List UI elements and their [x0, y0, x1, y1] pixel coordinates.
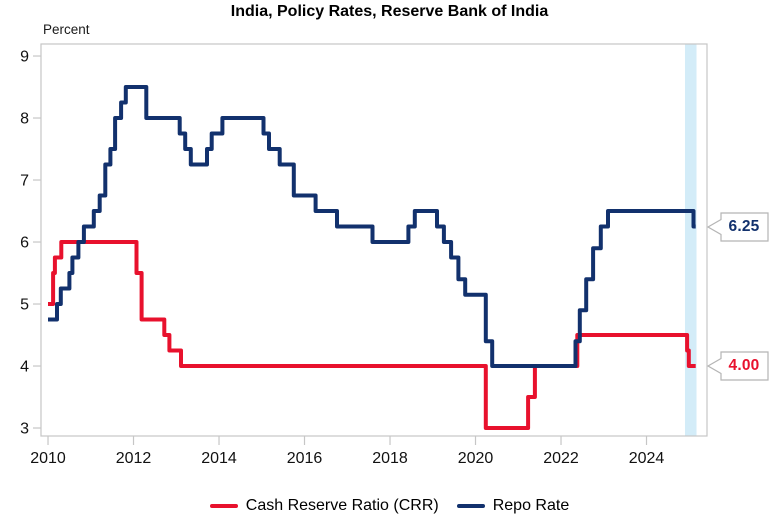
legend-item-crr: Cash Reserve Ratio (CRR) — [209, 497, 439, 515]
y-tick-label: 8 — [20, 111, 29, 128]
legend-label-repo: Repo Rate — [492, 497, 570, 514]
chart-legend: Cash Reserve Ratio (CRR) Repo Rate — [0, 492, 779, 520]
x-tick-label: 2024 — [629, 450, 665, 467]
x-tick-label: 2010 — [30, 450, 66, 467]
chart-title: India, Policy Rates, Reserve Bank of Ind… — [230, 3, 549, 20]
x-tick-label: 2020 — [458, 450, 494, 467]
callout-repo-rate: 6.25 — [706, 212, 769, 242]
callout-repo-value: 6.25 — [728, 218, 760, 235]
y-tick-label: 3 — [20, 421, 29, 438]
y-tick-label: 5 — [20, 297, 29, 314]
series-line-cash-reserve-ratio-crr — [48, 240, 696, 430]
callout-bubble-icon — [706, 212, 769, 242]
callout-crr-value: 4.00 — [728, 357, 760, 374]
legend-label-crr: Cash Reserve Ratio (CRR) — [245, 497, 439, 514]
x-tick-label: 2012 — [116, 450, 152, 467]
plot-frame — [40, 43, 708, 437]
callout-bubble-icon — [706, 351, 769, 381]
repo-line-swatch-icon — [456, 503, 485, 509]
y-axis-unit-label: Percent — [43, 22, 90, 37]
y-tick-label: 4 — [20, 359, 29, 376]
crr-line-swatch-icon — [209, 503, 238, 509]
x-tick-label: 2014 — [201, 450, 237, 467]
y-tick-label: 6 — [20, 235, 29, 252]
y-tick-label: 7 — [20, 173, 29, 190]
x-tick-label: 2022 — [543, 450, 579, 467]
series-line-repo-rate — [48, 85, 696, 368]
y-tick-label: 9 — [20, 49, 29, 66]
recent-period-band — [684, 44, 697, 436]
x-tick-label: 2018 — [372, 450, 408, 467]
legend-item-repo: Repo Rate — [456, 497, 570, 515]
callout-crr-rate: 4.00 — [706, 351, 769, 381]
x-tick-label: 2016 — [287, 450, 323, 467]
